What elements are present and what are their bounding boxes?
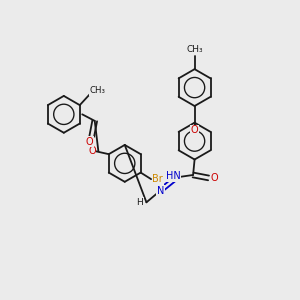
Text: Br: Br bbox=[152, 174, 163, 184]
Text: H: H bbox=[136, 198, 143, 207]
Text: N: N bbox=[157, 186, 164, 196]
Text: CH₃: CH₃ bbox=[90, 86, 106, 95]
Text: HN: HN bbox=[166, 172, 181, 182]
Text: CH₃: CH₃ bbox=[186, 45, 203, 54]
Text: O: O bbox=[210, 173, 218, 183]
Text: O: O bbox=[88, 146, 96, 156]
Text: O: O bbox=[85, 137, 93, 147]
Text: O: O bbox=[191, 125, 198, 135]
